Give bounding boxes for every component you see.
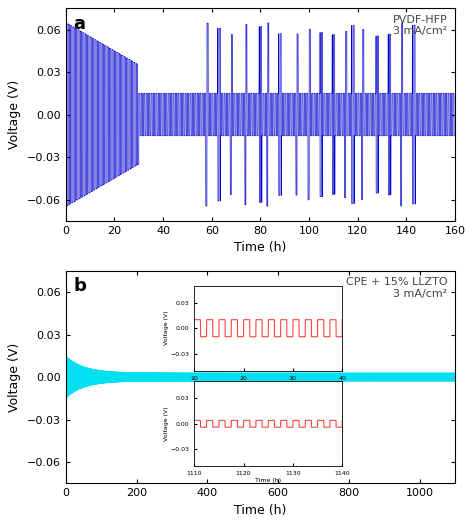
Text: PVDF-HFP
3 mA/cm²: PVDF-HFP 3 mA/cm²	[392, 15, 447, 36]
X-axis label: Time (h): Time (h)	[234, 503, 287, 517]
X-axis label: Time (h): Time (h)	[234, 241, 287, 254]
Text: a: a	[73, 15, 85, 33]
Text: b: b	[73, 277, 86, 295]
Y-axis label: Voltage (V): Voltage (V)	[9, 342, 21, 412]
Text: CPE + 15% LLZTO
3 mA/cm²: CPE + 15% LLZTO 3 mA/cm²	[346, 277, 447, 299]
Y-axis label: Voltage (V): Voltage (V)	[9, 80, 21, 149]
